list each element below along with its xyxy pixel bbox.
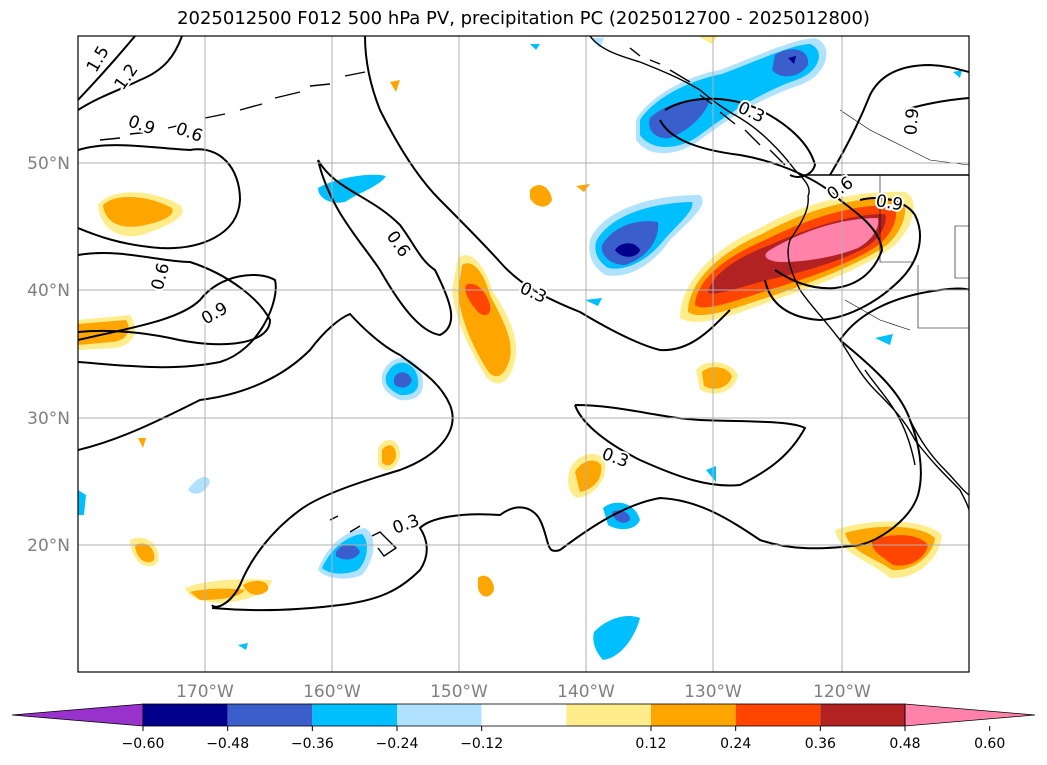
colorbar-tick-label: −0.36: [291, 736, 334, 752]
precip-negative-band: [788, 56, 796, 64]
precip-negative-band: [336, 544, 360, 560]
pv-contour: [664, 97, 817, 178]
lon-label: 150°W: [430, 682, 488, 702]
precip-positive-band: [382, 445, 396, 466]
precip-positive-band: [575, 460, 602, 492]
lon-label: 130°W: [684, 682, 742, 702]
colorbar: −0.60 −0.48 −0.36 −0.24 −0.12 0.12 0.24 0.36 0.4…: [11, 703, 1036, 752]
lon-label: 170°W: [176, 682, 234, 702]
precip-negative-band: [78, 490, 86, 515]
precip-negative-band: [953, 70, 962, 78]
precip-positive-band: [135, 543, 155, 563]
colorbar-tick-label: −0.24: [376, 736, 419, 752]
lat-label: 30°N: [27, 409, 70, 429]
longitude-labels: 170°W 160°W 150°W 140°W 130°W 120°W: [176, 682, 871, 702]
colorbar-box: [227, 704, 313, 726]
pv-contour: [211, 339, 922, 612]
map-border: [77, 35, 970, 673]
precip-negative-band: [875, 334, 893, 345]
pv-contour: [659, 119, 884, 290]
colorbar-box: [820, 704, 905, 726]
precip-negative-band: [530, 44, 540, 50]
colorbar-box: [481, 704, 567, 726]
precip-fill-layer: [78, 36, 962, 660]
lat-label: 50°N: [27, 154, 70, 174]
colorbar-box: [735, 704, 821, 726]
colorbar-box: [566, 704, 651, 726]
precip-positive-band: [765, 218, 879, 262]
precip-positive-band: [478, 575, 494, 597]
precip-positive-band: [138, 438, 146, 448]
contour-label: 0.9: [901, 107, 923, 136]
pv-contour: [764, 197, 921, 322]
colorbar-tick-label: −0.60: [122, 736, 165, 752]
precip-negative-band: [593, 615, 640, 660]
colorbar-tick-label: 0.24: [720, 736, 751, 752]
colorbar-box: [397, 704, 482, 726]
pv-contour: [78, 36, 183, 111]
map-title: 2025012500 F012 500 hPa PV, precipitatio…: [177, 8, 870, 29]
colorbar-tick-label: −0.12: [460, 736, 503, 752]
colorbar-extend-max: [904, 703, 1036, 727]
colorbar-tick-label: 0.12: [635, 736, 666, 752]
lat-label: 20°N: [27, 536, 70, 556]
pv-contour: [78, 36, 136, 101]
precip-positive-band: [530, 185, 552, 207]
colorbar-outline: [142, 703, 906, 727]
colorbar-tick-label: −0.48: [206, 736, 249, 752]
us-state-borders: [844, 175, 969, 331]
precip-negative-band: [238, 643, 248, 650]
pv-contour: [904, 97, 969, 111]
pv-contour: [829, 63, 969, 176]
precip-positive-band: [243, 580, 269, 595]
colorbar-box: [143, 704, 228, 726]
lon-label: 160°W: [303, 682, 361, 702]
precip-positive-band: [390, 80, 400, 92]
lon-label: 120°W: [813, 682, 871, 702]
colorbar-tick-label: 0.36: [805, 736, 836, 752]
west-coast-coastline: [787, 195, 969, 511]
colorbar-tick-label: 0.60: [974, 736, 1005, 752]
precip-positive-band: [702, 367, 732, 389]
colorbar-box: [651, 704, 736, 726]
colorbar-extend-min: [11, 703, 144, 727]
precip-negative-band: [601, 221, 659, 265]
precip-negative-band: [585, 298, 602, 306]
precip-positive-band: [190, 588, 245, 600]
precip-positive-band: [78, 320, 129, 345]
pv-contour: [364, 36, 731, 352]
precip-negative-band: [772, 49, 809, 77]
pv-contour: [78, 273, 277, 369]
canada-interior-border: [839, 109, 969, 166]
precip-negative-band: [615, 243, 640, 257]
baja-peninsula: [864, 369, 916, 466]
pv-contour-layer: [78, 36, 969, 612]
pv-contour: [839, 287, 969, 341]
colorbar-segments: [11, 703, 1036, 727]
pv-contour: [78, 252, 272, 346]
gridlines: [78, 36, 969, 672]
precip-positive-band: [465, 283, 491, 316]
lon-label: 140°W: [557, 682, 615, 702]
lat-label: 40°N: [27, 281, 70, 301]
colorbar-ticks: −0.60 −0.48 −0.36 −0.24 −0.12 0.12 0.24 0.36 0.4…: [122, 726, 1005, 752]
colorbar-box: [312, 704, 397, 726]
precip-negative-band: [649, 99, 710, 139]
pv-contour: [78, 144, 242, 250]
latitude-labels: 50°N 40°N 30°N 20°N: [27, 154, 70, 556]
precip-negative-band: [394, 372, 412, 388]
precip-negative-band: [318, 174, 386, 203]
pv-contour: [317, 159, 453, 337]
aleutian-islands: [99, 71, 366, 141]
map-area: [78, 36, 969, 672]
colorbar-tick-label: 0.48: [889, 736, 920, 752]
precip-positive-band: [871, 535, 928, 566]
precip-positive-band: [103, 197, 173, 227]
hawaii-islands: [329, 515, 398, 557]
pv-contour: [78, 312, 454, 608]
mexico-coastline: [909, 419, 969, 496]
